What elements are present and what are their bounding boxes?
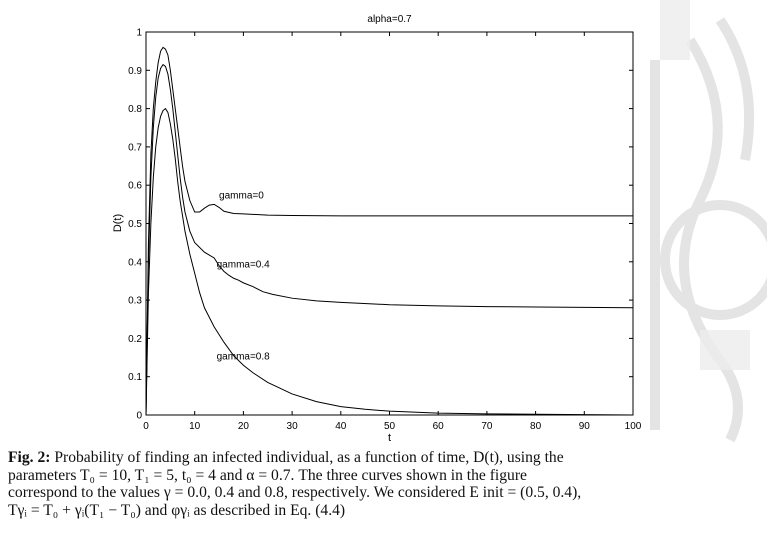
chart-title: alpha=0.7	[367, 14, 412, 25]
y-tick-label: 0.2	[128, 334, 142, 345]
x-tick-label: 60	[433, 421, 445, 432]
x-tick-label: 70	[481, 421, 493, 432]
caption-figure-label: Fig. 2:	[8, 449, 51, 466]
y-tick-label: 0.5	[128, 219, 142, 230]
x-tick-label: 0	[143, 421, 149, 432]
y-tick-label: 0.8	[128, 104, 142, 115]
series-line-2	[145, 107, 634, 416]
y-tick-label: 0.9	[128, 66, 142, 77]
y-tick-label: 0.7	[128, 142, 142, 153]
x-tick-label: 90	[579, 421, 591, 432]
figure-caption: Fig. 2: Probability of finding an infect…	[8, 449, 763, 519]
caption-line-3: correspond to the values γ = 0.0, 0.4 an…	[8, 484, 582, 501]
series-line-1	[145, 63, 634, 416]
x-tick-label: 20	[238, 421, 250, 432]
caption-line-1-text: Probability of finding an infected indiv…	[50, 449, 564, 466]
axis-ticks: 0 10 20 30 40 50 60 70 80 90 100 0 0.1 0.2 0.3 0.4 0.5 0.…	[128, 28, 642, 433]
y-tick-label: 0.1	[128, 372, 142, 383]
y-tick-label: 1	[136, 28, 142, 39]
x-tick-label: 80	[530, 421, 542, 432]
series-layer	[145, 46, 634, 416]
x-axis-label: t	[388, 432, 391, 444]
curve-annotation: gamma=0.8	[217, 351, 271, 362]
x-tick-label: 10	[189, 421, 201, 432]
plot-area	[145, 31, 634, 416]
y-tick-label: 0	[136, 411, 142, 422]
y-tick-label: 0.3	[128, 296, 142, 307]
caption-line-4: Tγᵢ = T₀ + γᵢ(T₁ − T₀) and φγᵢ as descri…	[8, 501, 346, 519]
x-tick-label: 40	[335, 421, 347, 432]
annotation-layer: gamma=0 gamma=0.4 gamma=0.8	[217, 191, 271, 363]
x-tick-label: 30	[287, 421, 299, 432]
series-line-0	[145, 46, 633, 416]
x-tick-label: 50	[384, 421, 396, 432]
curve-annotation: gamma=0.4	[217, 260, 271, 271]
line-chart: 0 10 20 30 40 50 60 70 80 90 100 0 0.1 0.2 0.3 0.4 0.5 0.…	[112, 14, 642, 444]
y-tick-label: 0.6	[128, 181, 142, 192]
caption-line-1: Fig. 2: Probability of finding an infect…	[8, 449, 763, 467]
y-tick-label: 0.4	[128, 257, 142, 268]
caption-line-2: parameters T₀ = 10, T₁ = 5, t₀ = 4 and α…	[8, 466, 527, 484]
x-tick-label: 100	[625, 421, 642, 432]
y-axis-label: D(t)	[112, 214, 124, 232]
curve-annotation: gamma=0	[219, 191, 264, 202]
